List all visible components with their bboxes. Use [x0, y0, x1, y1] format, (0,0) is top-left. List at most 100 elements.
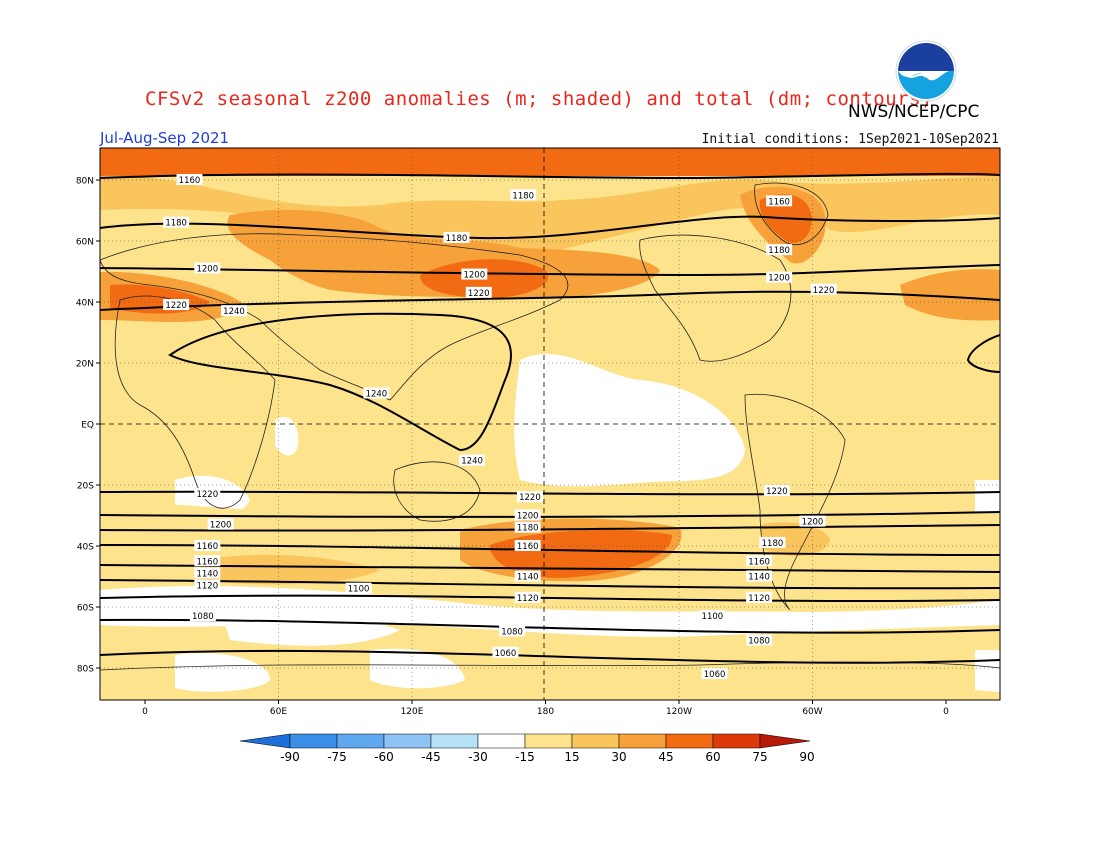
- contour-label: 1180: [514, 521, 541, 534]
- contour-label: 1120: [746, 591, 773, 604]
- contour-label-bg: [514, 509, 541, 521]
- colorbar-cell: [571, 733, 620, 749]
- agency-label: NWS/NCEP/CPC: [848, 102, 980, 122]
- anomaly-tropical-white: [514, 353, 745, 487]
- anomaly-indian-white: [275, 416, 299, 456]
- contour-label-text: 1140: [517, 573, 539, 583]
- contour-label: 1220: [810, 283, 837, 296]
- contour-1220-south: [100, 490, 1000, 496]
- contour-label: 1240: [221, 305, 247, 317]
- contour-label-text: 1160: [517, 542, 539, 552]
- contour-label-text: 1180: [446, 234, 468, 244]
- coast-north-america: [639, 234, 792, 362]
- coast-greenland: [754, 182, 829, 246]
- noaa-logo-icon: [895, 40, 957, 102]
- colorbar-tick-label: -75: [327, 750, 347, 764]
- contour-label: 1080: [746, 634, 773, 647]
- contour-label-bg: [759, 536, 786, 548]
- contour-label: 1200: [514, 509, 541, 522]
- latitude-axis: 80N 60N 40N 20N EQ 20S 40S 60S 80S: [76, 177, 100, 675]
- contour-label: 1160: [514, 540, 541, 552]
- contour-label-bg: [163, 216, 190, 228]
- contour-label-bg: [363, 387, 390, 399]
- longitude-axis: 0 60E 120E 180 120W 60W 0: [142, 700, 949, 717]
- contour-label: 1180: [443, 231, 470, 244]
- contour-label-text: 1060: [495, 649, 517, 659]
- contour-label-bg: [766, 244, 793, 256]
- contour-label-text: 1240: [366, 390, 388, 400]
- contour-1220-north: [100, 290, 1000, 311]
- lat-label: 80N: [76, 177, 94, 187]
- height-contours: [100, 172, 1000, 664]
- contour-1180-north: [100, 215, 1000, 240]
- contour-label-text: 1200: [463, 271, 485, 281]
- contour-label-text: 1220: [196, 490, 218, 500]
- contour-label: 1160: [194, 555, 221, 567]
- contour-label: 1060: [492, 646, 519, 659]
- contour-label-text: 1220: [468, 289, 490, 299]
- contour-label: 1240: [363, 387, 390, 400]
- contour-label-text: 1120: [517, 594, 539, 604]
- contour-label-bg: [746, 555, 773, 567]
- contour-label: 1200: [461, 268, 488, 281]
- contour-label-bg: [443, 231, 470, 243]
- colorbar-cell: [477, 733, 526, 749]
- colorbar-cell: [430, 733, 479, 749]
- contour-1200-north: [100, 264, 1000, 277]
- gridlines: [100, 148, 1000, 700]
- contour-label: 1080: [189, 610, 216, 622]
- contour-label: 1120: [194, 579, 221, 592]
- contour-label: 1140: [746, 570, 773, 583]
- contour-label-text: 1180: [165, 219, 187, 229]
- contour-label-text: 1160: [179, 176, 201, 186]
- contour-label-bg: [176, 174, 203, 185]
- colorbar-tick-label: -45: [421, 750, 441, 764]
- colorbar-tick-label: -90: [280, 750, 300, 764]
- contour-label-text: 1060: [704, 670, 726, 680]
- colorbar-tick-label: 45: [658, 750, 673, 764]
- contour-1240-loop-east: [966, 334, 1000, 373]
- season-label: Jul-Aug-Sep 2021: [100, 129, 230, 147]
- contour-label-bg: [810, 283, 837, 295]
- contour-label-bg: [516, 491, 543, 503]
- contour-label: 1140: [194, 567, 221, 579]
- contour-label-bg: [461, 268, 488, 280]
- contour-label-text: 1120: [748, 594, 770, 604]
- contour-label-bg: [459, 454, 486, 466]
- contour-label-text: 1240: [223, 307, 245, 317]
- colorbar-cell: [524, 733, 573, 749]
- contour-label-text: 1200: [210, 521, 232, 531]
- contour-label-bg: [194, 567, 221, 579]
- contour-label: 1200: [799, 515, 826, 528]
- contour-label-text: 1220: [813, 286, 835, 296]
- contour-label: 1220: [194, 488, 221, 500]
- lat-label: 60N: [76, 238, 94, 248]
- contour-label-text: 1180: [512, 191, 534, 201]
- contour-label: 1200: [207, 518, 234, 531]
- contour-label-text: 1140: [196, 569, 218, 579]
- contour-label-text: 1080: [501, 627, 523, 637]
- contour-label-text: 1220: [165, 301, 187, 311]
- contour-label-bg: [746, 591, 773, 603]
- contour-label-bg: [163, 299, 190, 311]
- lon-label: 120W: [666, 707, 692, 717]
- colorbar-cell: [289, 733, 338, 749]
- lon-label: 180: [537, 707, 554, 717]
- contour-1060-south: [100, 649, 1000, 664]
- contour-label: 1100: [345, 582, 372, 595]
- contour-label-bg: [746, 634, 773, 646]
- contour-label: 1160: [766, 195, 793, 207]
- contour-label-bg: [221, 305, 247, 317]
- contour-label-text: 1200: [196, 264, 218, 274]
- contour-label-text: 1080: [748, 637, 770, 647]
- contour-label-bg: [514, 570, 541, 582]
- contour-label-text: 1100: [702, 612, 724, 622]
- colorbar-cell: [336, 733, 385, 749]
- contour-label: 1180: [163, 216, 190, 229]
- contour-label-bg: [763, 485, 790, 497]
- contour-label-bg: [766, 195, 793, 207]
- contour-label-text: 1080: [192, 612, 214, 622]
- contour-label-bg: [514, 540, 541, 551]
- contour-label-text: 1160: [748, 557, 770, 567]
